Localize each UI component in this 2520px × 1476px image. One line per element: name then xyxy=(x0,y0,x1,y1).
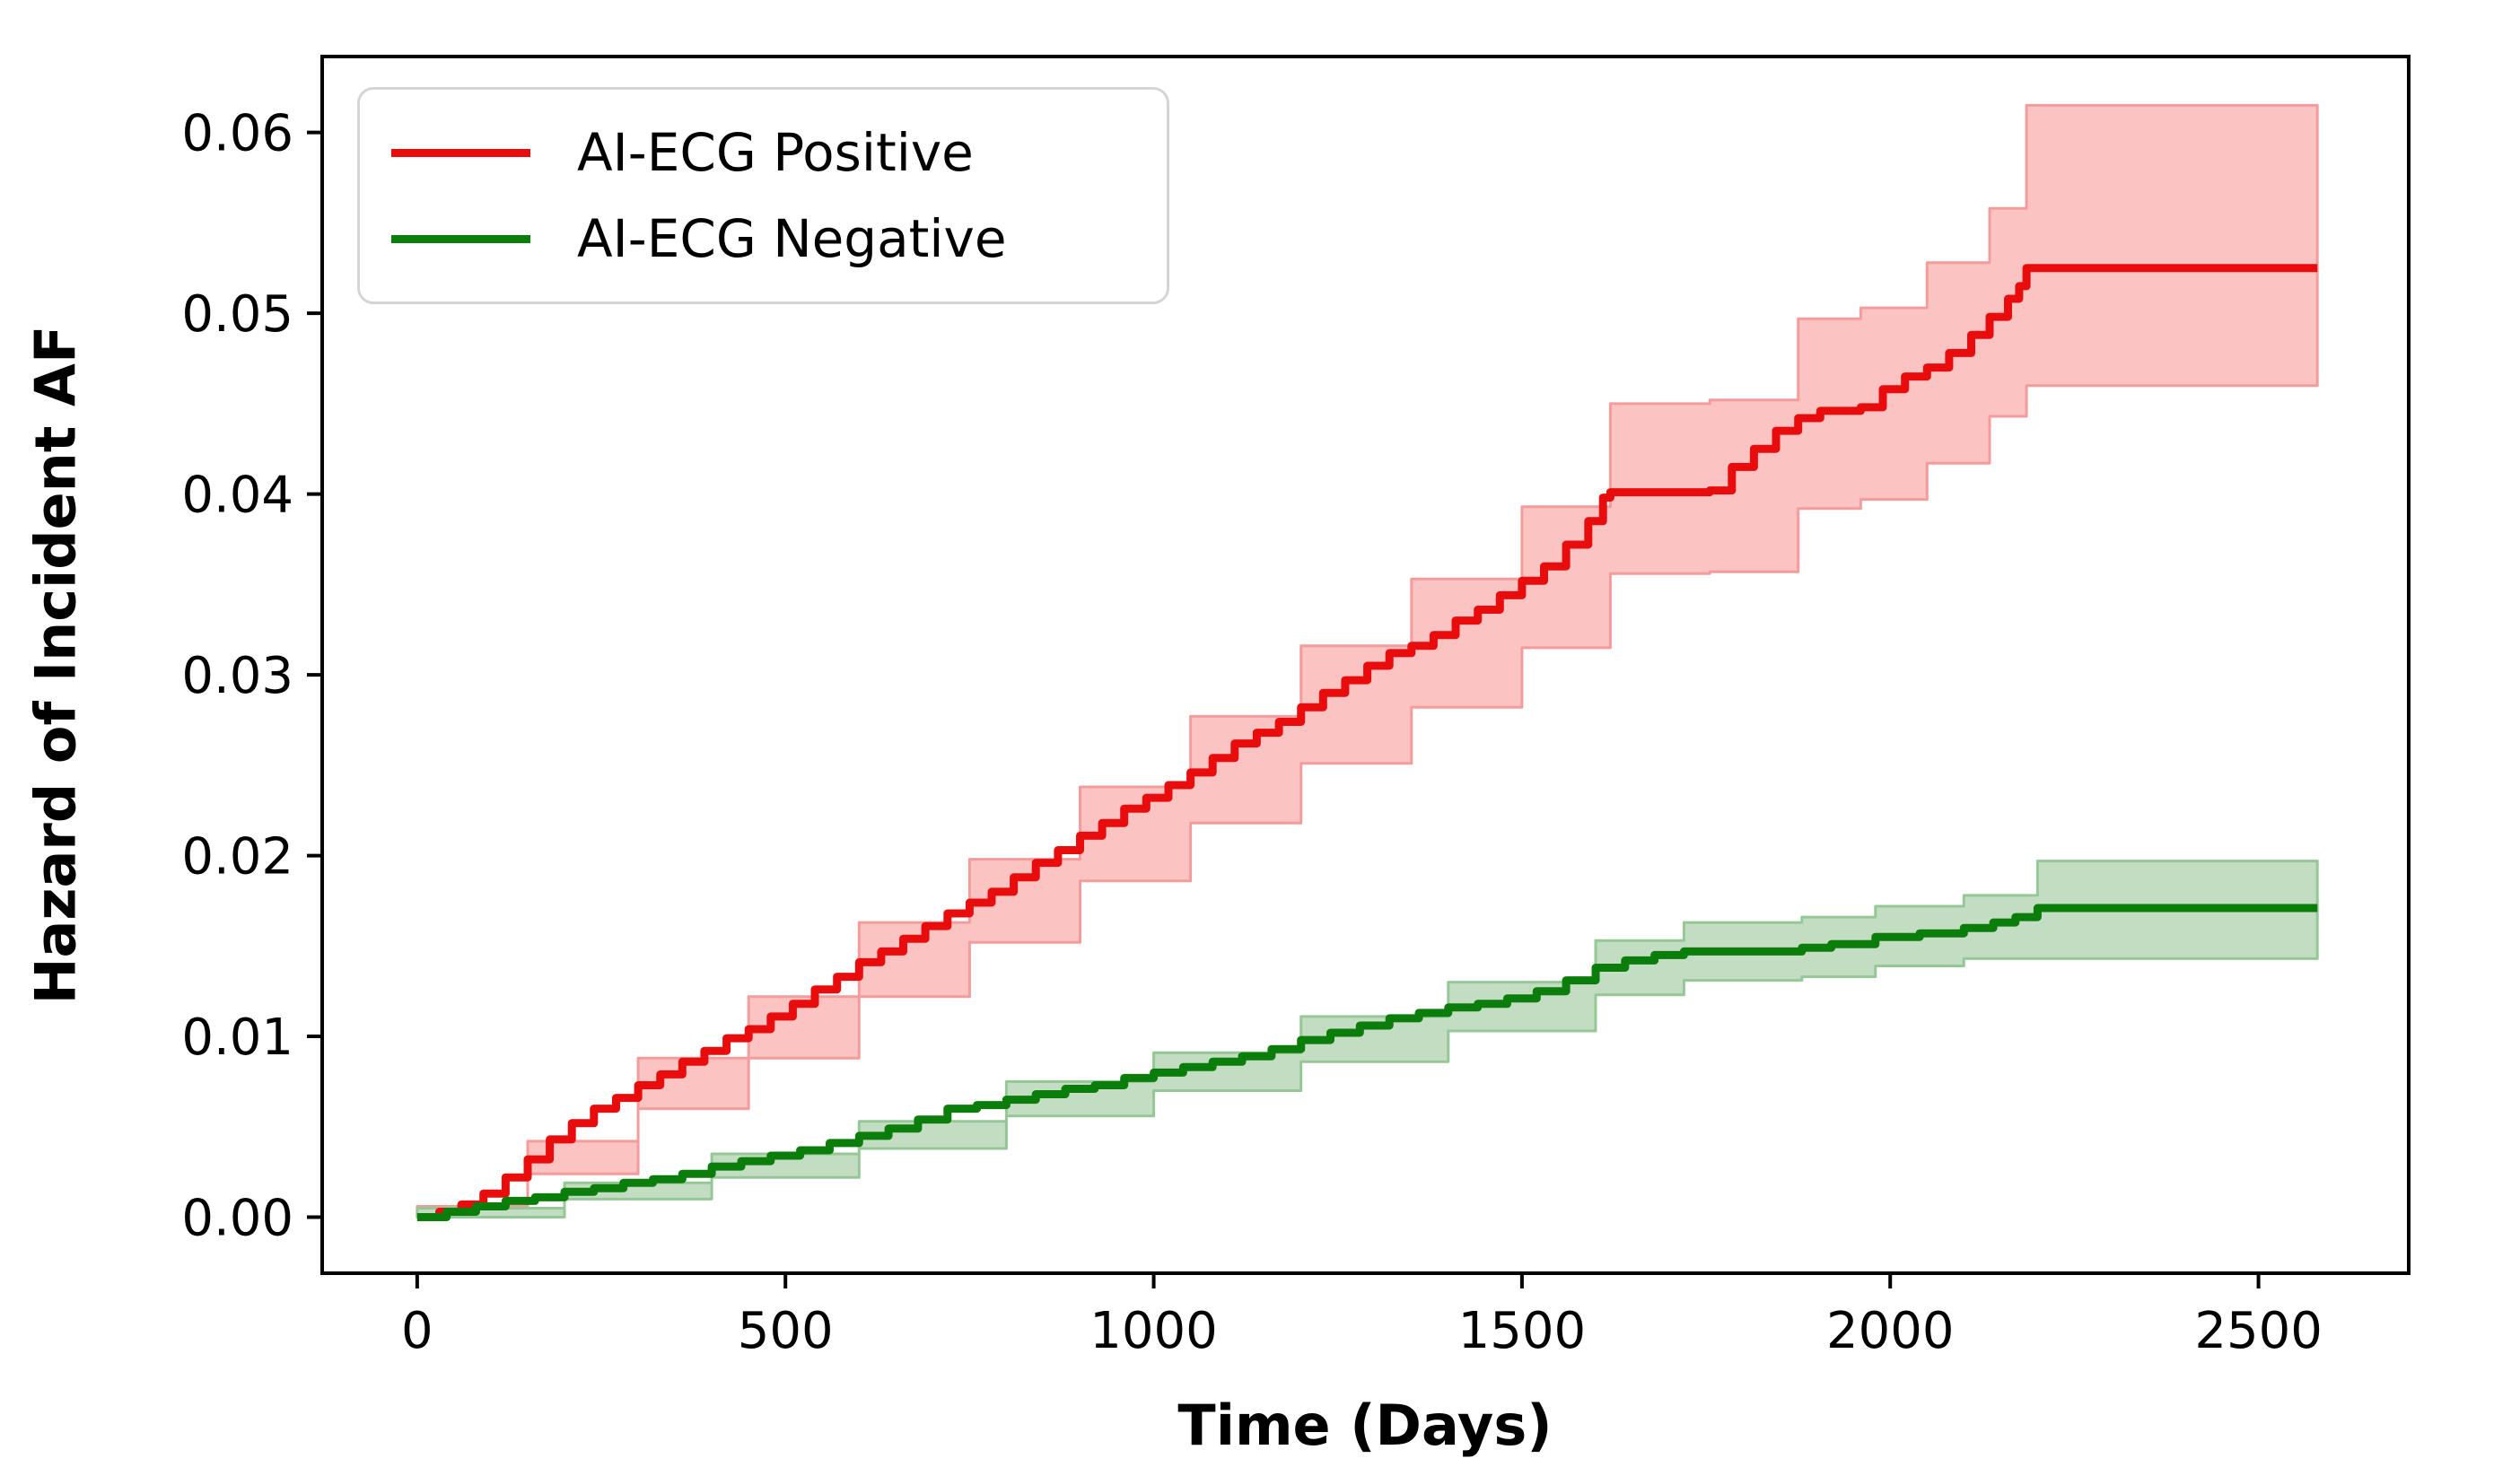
y-tick-label: 0.03 xyxy=(181,647,293,705)
confidence-band-ai-ecg-positive xyxy=(416,103,2319,1218)
y-axis-label: Hazard of Incident AF xyxy=(22,325,89,1005)
legend-label-positive: AI-ECG Positive xyxy=(577,122,974,183)
x-tick-label: 2500 xyxy=(2194,1302,2323,1360)
x-tick-label: 0 xyxy=(401,1302,433,1360)
legend: AI-ECG Positive AI-ECG Negative xyxy=(357,87,1169,304)
x-tick-label: 500 xyxy=(738,1302,834,1360)
x-axis-label: Time (Days) xyxy=(1177,1393,1553,1458)
plot-spines xyxy=(320,55,2411,1275)
y-tick-label: 0.04 xyxy=(181,467,293,525)
y-tick-label: 0.05 xyxy=(181,285,293,344)
x-tick-label: 1500 xyxy=(1458,1302,1587,1360)
x-tick-label: 2000 xyxy=(1826,1302,1955,1360)
series-line-ai-ecg-negative xyxy=(416,904,2318,1221)
y-tick-label: 0.01 xyxy=(181,1009,293,1067)
legend-item-positive: AI-ECG Positive xyxy=(360,127,1167,179)
y-tick-label: 0.00 xyxy=(181,1190,293,1248)
series-line-ai-ecg-positive xyxy=(416,264,2318,1221)
y-tick-label: 0.02 xyxy=(181,828,293,886)
legend-label-negative: AI-ECG Negative xyxy=(577,208,1007,269)
y-tick-label: 0.06 xyxy=(181,105,293,163)
positive-line-swatch-icon xyxy=(391,148,530,157)
x-tick-label: 1000 xyxy=(1089,1302,1218,1360)
negative-line-swatch-icon xyxy=(391,234,530,243)
legend-item-negative: AI-ECG Negative xyxy=(360,213,1167,265)
